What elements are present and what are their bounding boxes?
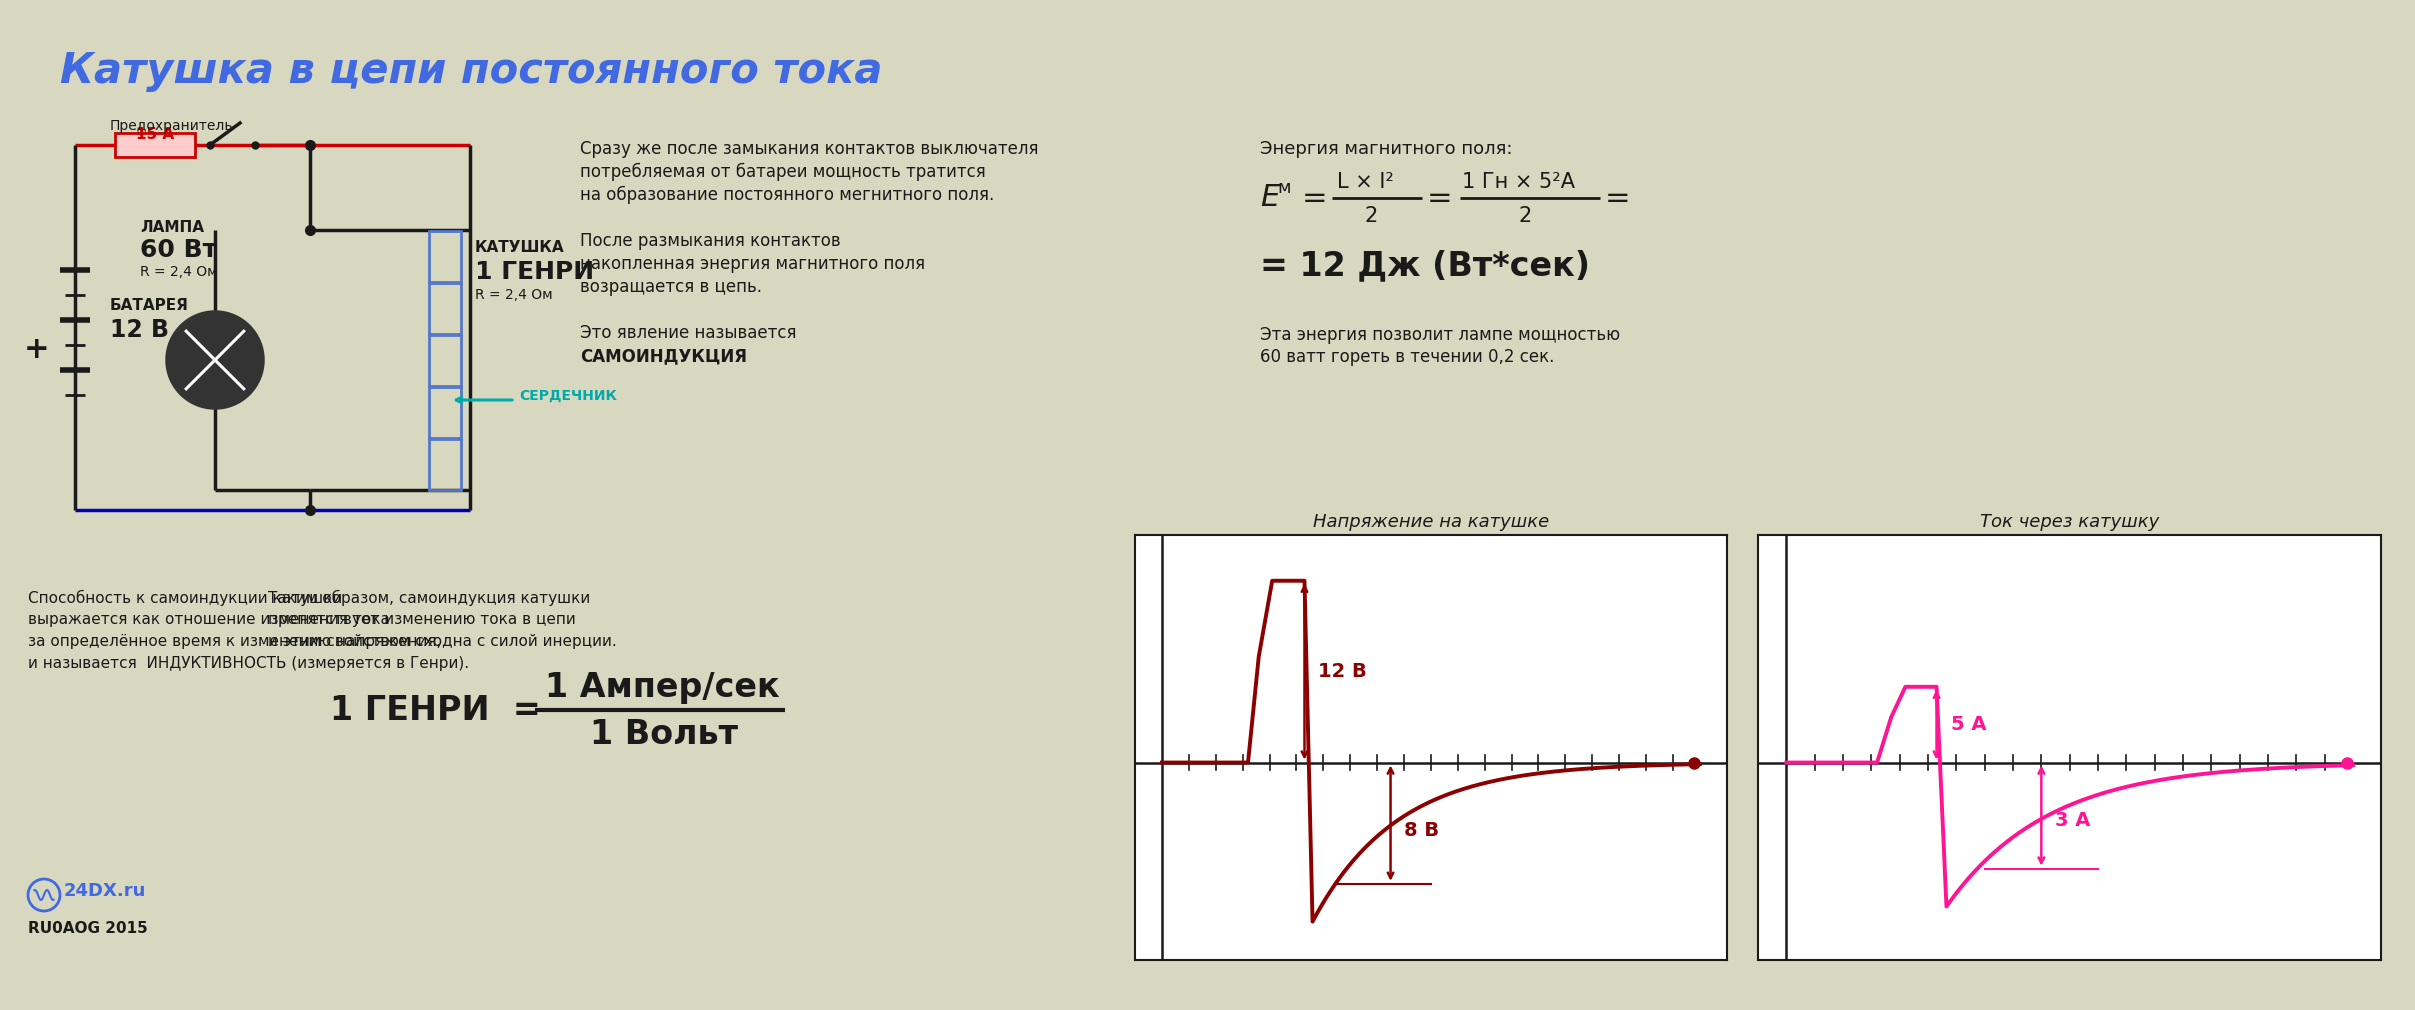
Text: 2: 2	[1364, 206, 1377, 226]
Text: СЕРДЕЧНИК: СЕРДЕЧНИК	[519, 389, 616, 403]
Text: 2: 2	[1519, 206, 1531, 226]
Text: 24DX.ru: 24DX.ru	[65, 882, 147, 900]
Text: БАТАРЕЯ: БАТАРЕЯ	[111, 298, 188, 312]
Text: накопленная энергия магнитного поля: накопленная энергия магнитного поля	[580, 255, 925, 273]
Text: = 12 Дж (Вт*сек): = 12 Дж (Вт*сек)	[1261, 249, 1589, 283]
Text: 15 А: 15 А	[135, 127, 174, 142]
Title: Напряжение на катушке: Напряжение на катушке	[1314, 513, 1548, 531]
Text: 1 Ампер/сек: 1 Ампер/сек	[546, 672, 780, 705]
Text: 60 Вт: 60 Вт	[140, 238, 217, 262]
Text: 1 Вольт: 1 Вольт	[589, 717, 739, 750]
Text: потребляемая от батареи мощность тратится: потребляемая от батареи мощность тратитс…	[580, 163, 985, 181]
Text: Сразу же после замыкания контактов выключателя: Сразу же после замыкания контактов выклю…	[580, 140, 1038, 158]
Text: =: =	[1606, 184, 1630, 212]
Bar	[116, 133, 196, 157]
Bar	[430, 387, 461, 438]
Text: ЛАМПА: ЛАМПА	[140, 220, 203, 235]
Text: R = 2,4 Ом: R = 2,4 Ом	[140, 265, 217, 279]
Text: препятствует изменению тока в цепи: препятствует изменению тока в цепи	[268, 612, 575, 627]
Text: 1 ГЕНРИ: 1 ГЕНРИ	[476, 260, 594, 284]
Bar	[430, 231, 461, 282]
Text: Энергия магнитного поля:: Энергия магнитного поля:	[1261, 140, 1512, 158]
Text: 5 А: 5 А	[1951, 715, 1985, 734]
Text: м: м	[1278, 179, 1290, 197]
Text: на образование постоянного мегнитного поля.: на образование постоянного мегнитного по…	[580, 186, 995, 204]
Text: 8 В: 8 В	[1403, 821, 1439, 840]
Text: E: E	[1261, 184, 1280, 212]
Text: САМОИНДУКЦИЯ: САМОИНДУКЦИЯ	[580, 347, 746, 365]
Text: и этим свойством сходна с силой инерции.: и этим свойством сходна с силой инерции.	[268, 634, 616, 649]
Text: 3 А: 3 А	[2055, 811, 2091, 829]
Text: 1 ГЕНРИ  =: 1 ГЕНРИ =	[331, 694, 541, 726]
Text: 60 ватт гореть в течении 0,2 сек.: 60 ватт гореть в течении 0,2 сек.	[1261, 348, 1555, 366]
Text: Это явление называется: Это явление называется	[580, 324, 797, 342]
Circle shape	[167, 312, 263, 408]
Text: После размыкания контактов: После размыкания контактов	[580, 232, 840, 250]
Text: выражается как отношение изменения тока: выражается как отношение изменения тока	[29, 612, 389, 627]
Text: Предохранитель: Предохранитель	[111, 119, 234, 133]
Text: L × I²: L × I²	[1338, 172, 1393, 192]
Bar	[430, 439, 461, 490]
Text: 12 В: 12 В	[1319, 663, 1367, 681]
Text: RU0AOG 2015: RU0AOG 2015	[29, 921, 147, 936]
Text: Эта энергия позволит лампе мощностью: Эта энергия позволит лампе мощностью	[1261, 326, 1620, 344]
Title: Ток через катушку: Ток через катушку	[1980, 513, 2159, 531]
Bar	[430, 283, 461, 334]
Bar	[430, 335, 461, 386]
Text: за определённое время к изменению напряжения,: за определённое время к изменению напряж…	[29, 634, 442, 649]
Text: =: =	[1302, 184, 1328, 212]
Text: Таким образом, самоиндукция катушки: Таким образом, самоиндукция катушки	[268, 590, 589, 606]
Text: 1 Гн × 5²А: 1 Гн × 5²А	[1461, 172, 1575, 192]
Text: КАТУШКА: КАТУШКА	[476, 240, 565, 255]
Text: возращается в цепь.: возращается в цепь.	[580, 278, 763, 296]
Text: Способность к самоиндукции катушки: Способность к самоиндукции катушки	[29, 590, 343, 606]
Text: =: =	[1427, 184, 1454, 212]
Text: Катушка в цепи постоянного тока: Катушка в цепи постоянного тока	[60, 50, 881, 92]
Text: и называется  ИНДУКТИВНОСТЬ (измеряется в Генри).: и называется ИНДУКТИВНОСТЬ (измеряется в…	[29, 656, 469, 671]
Text: R = 2,4 Ом: R = 2,4 Ом	[476, 288, 553, 302]
Text: 12 В: 12 В	[111, 318, 169, 342]
Text: +: +	[24, 335, 51, 365]
